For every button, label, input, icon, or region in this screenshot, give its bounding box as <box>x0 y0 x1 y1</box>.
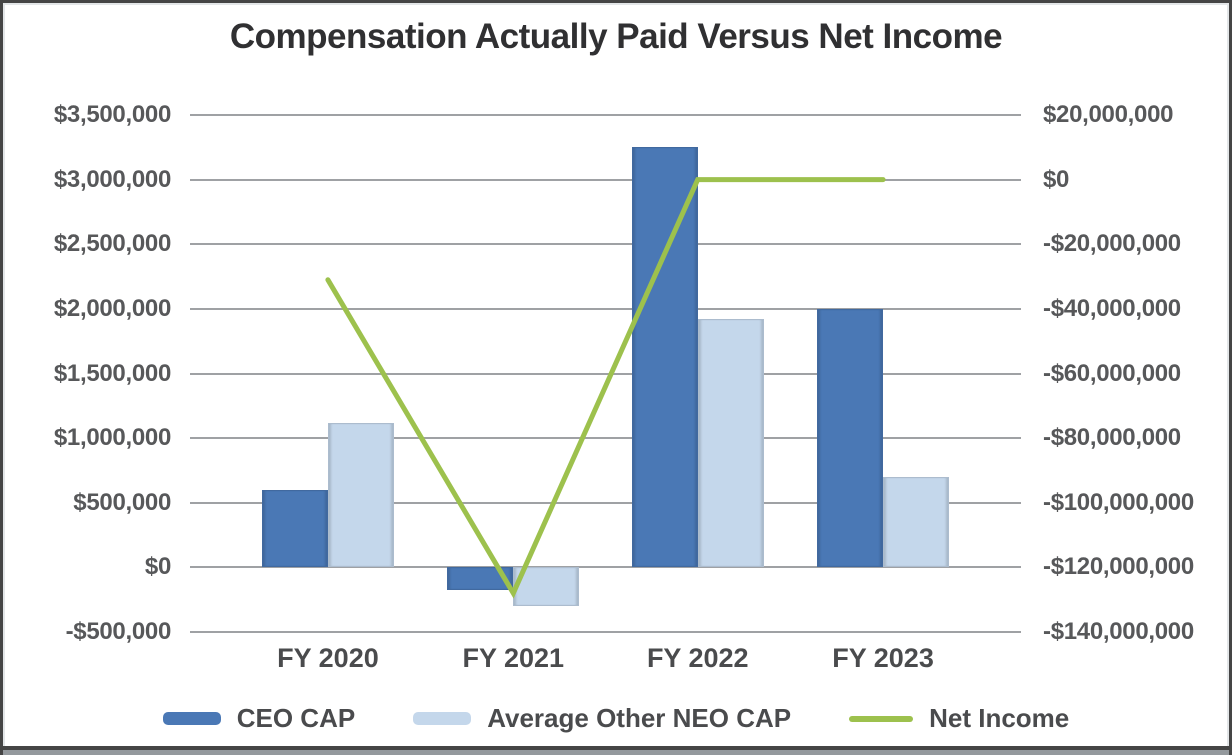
gridline <box>190 566 1021 569</box>
y-axis-label-right: -$100,000,000 <box>1043 488 1194 516</box>
y-axis-label-left: $3,500,000 <box>53 101 171 128</box>
legend-swatch-net-income-line-icon <box>849 715 914 722</box>
bar-ceo-cap-fy-2023 <box>817 308 884 568</box>
bar-average-other-neo-cap-fy-2020 <box>327 422 394 568</box>
bar-average-other-neo-cap-fy-2023 <box>883 476 950 568</box>
plot-area <box>190 114 1021 633</box>
y-axis-label-left: $500,000 <box>73 488 171 516</box>
bar-ceo-cap-fy-2022 <box>631 147 698 568</box>
gridline <box>190 243 1021 246</box>
legend-item-net-income: Net Income <box>849 703 1069 734</box>
y-axis-label-right: -$20,000,000 <box>1043 230 1181 258</box>
bar-ceo-cap-fy-2020 <box>261 489 328 568</box>
y-axis-label-right: -$60,000,000 <box>1043 359 1181 387</box>
legend-item-ceo-cap: CEO CAP <box>162 703 356 734</box>
y-axis-label-left: -$500,000 <box>65 618 172 645</box>
y-axis-left: $3,500,000 $3,000,000 $2,500,000 $2,000,000… <box>3 101 171 645</box>
y-axis-label-left: $0 <box>144 553 171 581</box>
y-axis-label-right: -$140,000,000 <box>1043 618 1194 645</box>
y-axis-label-left: $2,000,000 <box>53 294 171 322</box>
gridline <box>190 114 1021 116</box>
y-axis-label-right: -$40,000,000 <box>1043 294 1181 322</box>
x-axis-label-fy-2021: FY 2021 <box>462 643 565 673</box>
x-axis-label-fy-2023: FY 2023 <box>832 643 934 673</box>
net-income-polyline <box>325 177 886 599</box>
gridline <box>190 178 1021 181</box>
y-axis-label-left: $1,500,000 <box>53 359 171 387</box>
bar-ceo-cap-fy-2021 <box>447 567 514 590</box>
gridline <box>190 307 1021 310</box>
y-axis-label-right: -$80,000,000 <box>1043 424 1181 452</box>
chart-title: Compensation Actually Paid Versus Net In… <box>229 17 1003 56</box>
gridline <box>190 437 1021 440</box>
legend-label-net-income: Net Income <box>929 703 1070 733</box>
y-axis-label-right: $20,000,000 <box>1043 101 1174 128</box>
x-axis-label-fy-2022: FY 2022 <box>646 643 749 673</box>
bar-average-other-neo-cap-fy-2022 <box>697 318 764 568</box>
gridline <box>190 631 1021 633</box>
legend-swatch-average-other-neo-cap <box>413 712 472 725</box>
y-axis-label-left: $3,000,000 <box>53 165 171 193</box>
legend-item-average-other-neo-cap: Average Other NEO CAP <box>413 703 791 734</box>
legend-label-ceo-cap: CEO CAP <box>236 703 356 733</box>
legend: CEO CAP Average Other NEO CAP Net Income <box>3 703 1229 734</box>
gridline <box>190 372 1021 375</box>
y-axis-label-right: $0 <box>1043 165 1070 193</box>
legend-label-average-other-neo-cap: Average Other NEO CAP <box>487 703 792 733</box>
x-axis-label-fy-2020: FY 2020 <box>277 643 379 673</box>
gridline <box>190 501 1021 504</box>
y-axis-right: $20,000,000 $0 -$20,000,000 -$40,000,000 -$6… <box>1043 101 1228 645</box>
y-axis-label-right: -$120,000,000 <box>1043 553 1194 581</box>
net-income-line <box>325 177 886 599</box>
x-axis: FY 2020 FY 2021 FY 2022 FY 2023 <box>190 641 1021 675</box>
legend-swatch-ceo-cap <box>162 712 221 725</box>
y-axis-label-left: $1,000,000 <box>53 424 171 452</box>
y-axis-label-left: $2,500,000 <box>53 230 171 258</box>
